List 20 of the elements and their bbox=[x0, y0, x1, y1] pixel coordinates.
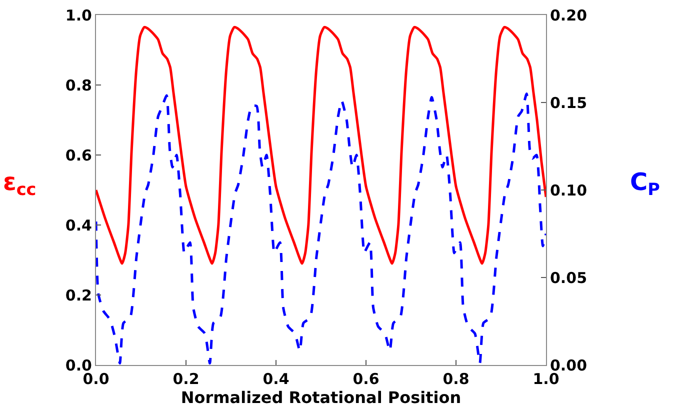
y-tick-label: 1.0 bbox=[65, 6, 92, 24]
line-series bbox=[96, 92, 546, 364]
x-tick-label: 0.6 bbox=[352, 370, 380, 388]
y2-tick-label: 0.15 bbox=[550, 94, 588, 112]
x-tick-label: 0.8 bbox=[442, 370, 470, 388]
x-tick-label: 0.0 bbox=[82, 370, 110, 388]
x-axis-title: Normalized Rotational Position bbox=[180, 388, 462, 407]
x-tick-label: 0.4 bbox=[262, 370, 290, 388]
y2-tick-label: 0.05 bbox=[550, 268, 588, 287]
y2-tick-label: 0.10 bbox=[550, 181, 588, 200]
y2-tick-label: 0.20 bbox=[550, 6, 588, 24]
y-tick-label: 0.4 bbox=[65, 216, 92, 234]
x-tick-label: 1.0 bbox=[532, 370, 560, 388]
y-axis-title: ε$_{cc}$ bbox=[3, 168, 36, 200]
y-tick-label: 0.6 bbox=[65, 146, 92, 164]
y-tick-label: 0.2 bbox=[65, 286, 92, 304]
line-series bbox=[96, 26, 546, 265]
y2-axis-title: C$_{P}$ bbox=[630, 168, 660, 200]
y-tick-label: 0.8 bbox=[65, 76, 92, 94]
x-tick-label: 0.2 bbox=[172, 370, 200, 388]
